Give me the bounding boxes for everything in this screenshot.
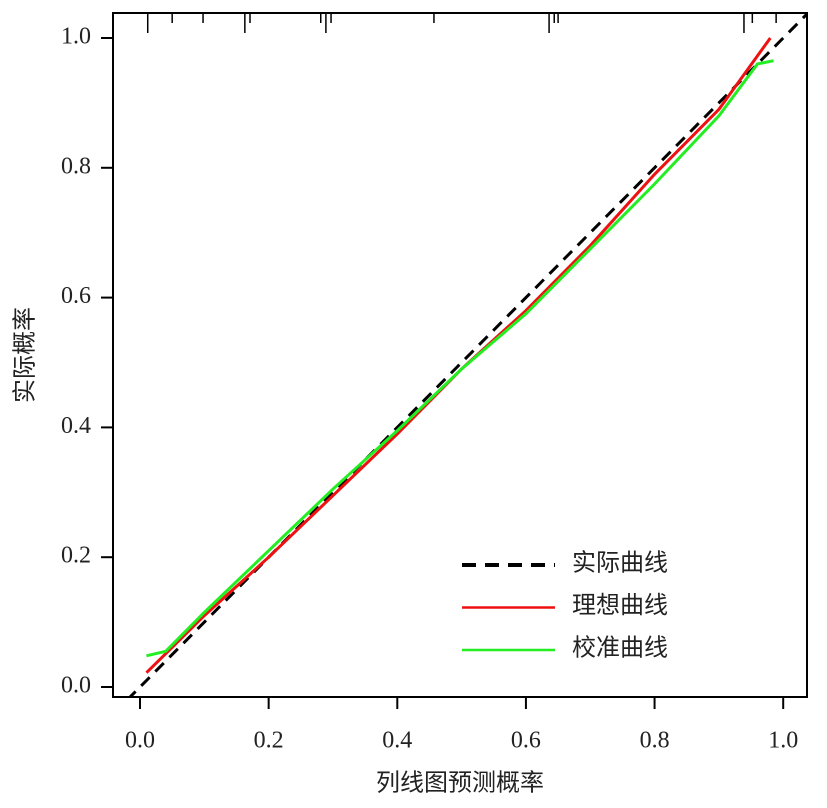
plot-frame (112, 12, 808, 698)
x-tick-label: 1.0 (768, 728, 798, 754)
x-tick-label: 0.6 (511, 728, 541, 754)
y-tick-label: 0.8 (61, 153, 91, 179)
y-tick-label: 0.6 (61, 283, 91, 309)
y-tick-label: 1.0 (61, 23, 91, 49)
y-tick-label: 0.4 (61, 413, 91, 439)
series-line (146, 59, 774, 658)
x-tick-label: 0.4 (382, 728, 412, 754)
x-tick-label: 0.8 (640, 728, 670, 754)
x-tick-label: 0.2 (254, 728, 284, 754)
legend-label: 实际曲线 (572, 550, 668, 577)
y-axis-label: 实际概率 (12, 307, 39, 403)
legend-label: 理想曲线 (572, 592, 668, 619)
legend-label: 校准曲线 (572, 635, 668, 662)
x-axis-label: 列线图预测概率 (376, 770, 544, 797)
y-tick-label: 0.0 (61, 673, 91, 699)
x-tick-label: 0.0 (125, 728, 155, 754)
y-tick-label: 0.2 (61, 543, 91, 569)
series-line (127, 13, 807, 697)
